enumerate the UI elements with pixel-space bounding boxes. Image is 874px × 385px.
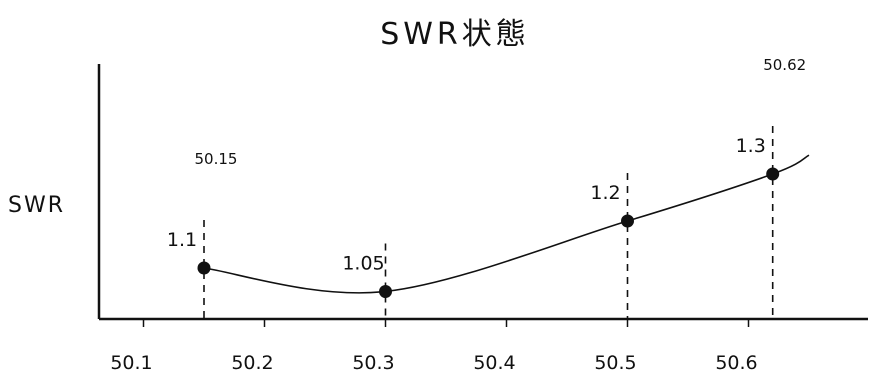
data-label: 1.05 [342,253,384,275]
data-point [197,261,211,275]
y-axis-label: SWR [8,193,65,218]
data-point [621,214,634,228]
x-tick-label: 50.2 [231,352,273,374]
data-label: 1.1 [167,229,197,251]
x-tick-label: 50.5 [594,352,636,374]
data-label: 1.3 [736,135,766,157]
point-x-label: 50.15 [195,150,238,168]
x-tick-label: 50.3 [352,352,394,374]
x-tick-label: 50.1 [110,352,152,374]
x-tick-label: 50.4 [473,352,515,374]
data-label: 1.2 [590,182,620,204]
swr-curve [203,154,810,294]
data-point [379,285,392,298]
data-point [766,167,780,181]
point-x-label: 50.62 [763,56,806,74]
chart-title: SWR状態 [380,17,530,52]
x-tick-label: 50.6 [715,352,757,374]
